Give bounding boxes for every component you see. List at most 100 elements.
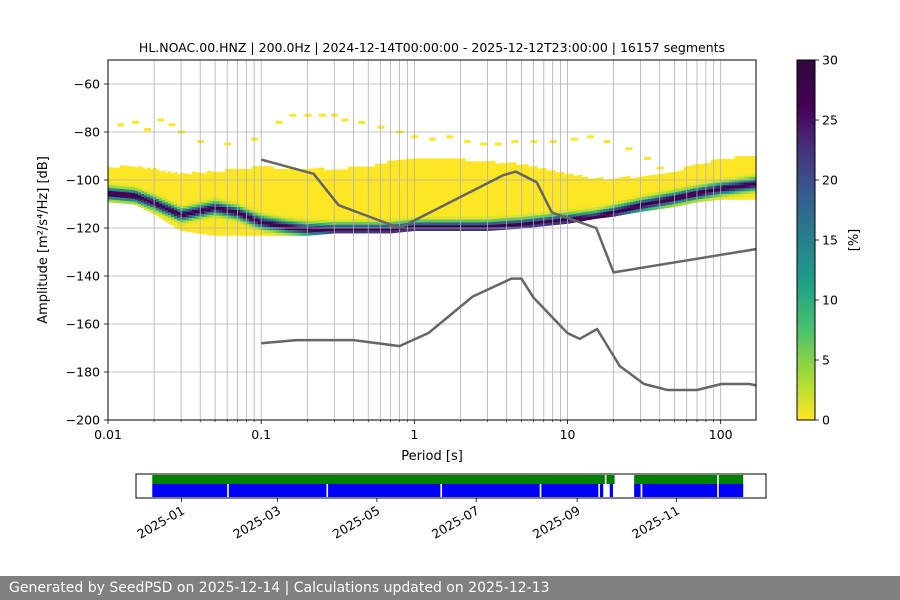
heatmap-cell <box>456 161 460 165</box>
timeline-segment-bar <box>328 484 441 497</box>
heatmap-cell <box>408 167 412 172</box>
heatmap-cell <box>465 172 469 177</box>
heatmap-cell <box>741 156 745 160</box>
heatmap-cell <box>204 184 208 189</box>
heatmap-cell <box>285 177 289 182</box>
heatmap-cell <box>468 207 472 211</box>
heatmap-cell <box>354 218 358 222</box>
heatmap-cell <box>210 194 214 198</box>
heatmap-cell <box>303 180 307 184</box>
heatmap-cell <box>318 219 322 224</box>
heatmap-cell <box>108 184 112 188</box>
heatmap-cell <box>369 224 373 228</box>
heatmap-cell <box>255 183 259 187</box>
heatmap-cell <box>402 202 406 207</box>
y-tick-label: −120 <box>66 221 100 236</box>
heatmap-cell <box>693 193 697 197</box>
heatmap-cell <box>333 180 337 185</box>
heatmap-cell <box>498 169 502 173</box>
heatmap-cell <box>729 190 733 195</box>
heatmap-cell <box>609 190 613 194</box>
heatmap-cell <box>162 170 166 174</box>
heatmap-cell <box>483 198 487 203</box>
heatmap-cell <box>489 186 493 191</box>
heatmap-cell <box>195 174 199 179</box>
heatmap-cell <box>525 210 529 214</box>
heatmap-cell <box>678 196 682 201</box>
heatmap-cell <box>147 187 151 192</box>
heatmap-cell <box>264 194 268 199</box>
heatmap-cell <box>513 214 517 218</box>
heatmap-cell <box>657 197 661 201</box>
heatmap-cell <box>624 176 628 180</box>
heatmap-cell <box>240 206 244 210</box>
heatmap-cell <box>582 180 586 184</box>
heatmap-cell <box>276 212 280 216</box>
heatmap-cell <box>231 174 235 179</box>
heatmap-cell <box>312 177 316 181</box>
heatmap-cell <box>642 205 646 209</box>
heatmap-cell <box>315 222 319 227</box>
heatmap-cell <box>396 165 400 170</box>
heatmap-cell <box>390 198 394 202</box>
heatmap-cell <box>132 175 136 179</box>
heatmap-cell <box>453 192 457 197</box>
heatmap-cell <box>249 200 253 205</box>
heatmap-cell <box>729 184 733 189</box>
heatmap-cell <box>420 161 424 165</box>
heatmap-cell <box>300 183 304 187</box>
heatmap-cell <box>735 193 739 197</box>
heatmap-cell <box>561 194 565 199</box>
heatmap-cell <box>507 200 511 204</box>
heatmap-cell <box>258 223 262 228</box>
heatmap-cell <box>228 215 232 219</box>
heatmap-cell <box>480 224 484 229</box>
heatmap-outlier <box>570 137 578 141</box>
heatmap-cell <box>192 171 196 176</box>
heatmap-outlier <box>494 142 502 146</box>
heatmap-cell <box>591 195 595 200</box>
heatmap-cell <box>699 195 703 199</box>
heatmap-cell <box>609 187 613 192</box>
heatmap-cell <box>708 180 712 184</box>
heatmap-cell <box>243 197 247 202</box>
heatmap-cell <box>651 186 655 190</box>
heatmap-cell <box>357 189 361 194</box>
heatmap-cell <box>384 204 388 208</box>
heatmap-cell <box>453 187 457 191</box>
heatmap-cell <box>222 215 226 219</box>
heatmap-cell <box>663 204 667 209</box>
heatmap-cell <box>738 158 742 163</box>
heatmap-cell <box>336 227 340 231</box>
heatmap-cell <box>267 200 271 205</box>
heatmap-cell <box>339 221 343 225</box>
heatmap-cell <box>153 173 157 177</box>
heatmap-cell <box>135 193 139 197</box>
heatmap-cell <box>183 181 187 186</box>
heatmap-cell <box>543 190 547 195</box>
heatmap-cell <box>258 200 262 205</box>
heatmap-cell <box>405 216 409 221</box>
heatmap-cell <box>279 206 283 210</box>
heatmap-cell <box>531 200 535 205</box>
heatmap-cell <box>507 185 511 190</box>
heatmap-cell <box>582 217 586 221</box>
heatmap-cell <box>630 192 634 197</box>
heatmap-cell <box>435 172 439 177</box>
heatmap-cell <box>219 183 223 187</box>
heatmap-cell <box>129 186 133 190</box>
heatmap-cell <box>411 187 415 191</box>
heatmap-cell <box>444 161 448 165</box>
heatmap-cell <box>345 192 349 196</box>
heatmap-cell <box>441 187 445 191</box>
heatmap-cell <box>417 161 421 165</box>
heatmap-cell <box>150 195 154 199</box>
heatmap-cell <box>507 165 511 170</box>
heatmap-cell <box>282 212 286 216</box>
heatmap-cell <box>522 224 526 229</box>
heatmap-cell <box>396 177 400 181</box>
heatmap-cell <box>564 191 568 196</box>
heatmap-cell <box>495 198 499 202</box>
heatmap-cell <box>159 206 163 210</box>
heatmap-cell <box>408 176 412 180</box>
